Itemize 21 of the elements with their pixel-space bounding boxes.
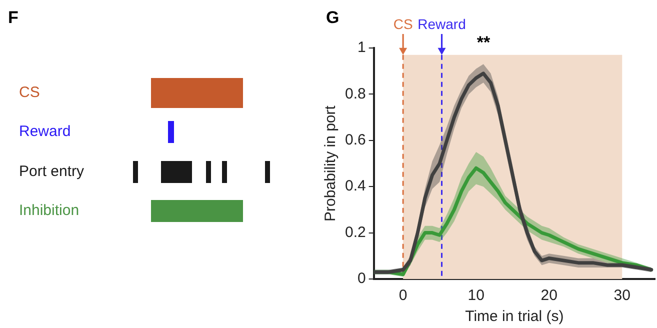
text: F: [8, 8, 18, 28]
y-tick-label: 0.2: [344, 224, 366, 241]
text: CS: [19, 84, 40, 101]
y-tick-label: 0.6: [344, 132, 366, 149]
x-tick-label: 10: [468, 287, 484, 304]
annotation: **: [476, 33, 490, 52]
text: Port entry: [19, 163, 84, 180]
y-tick-label: 0: [358, 270, 366, 288]
y-axis-title: Probability in port: [322, 104, 340, 222]
x-tick-label: 0: [398, 287, 408, 304]
y-tick-label: 0.8: [344, 85, 366, 102]
ref-line-label: Reward: [418, 16, 466, 32]
ref-line-label: CS: [393, 16, 413, 32]
y-tick-label: 0.4: [344, 178, 366, 195]
chart-title: G: [326, 8, 340, 28]
x-tick-label: 20: [540, 287, 558, 304]
text: Reward: [19, 123, 71, 140]
x-axis-title: Time in trial (s): [465, 308, 564, 326]
text: Inhibition: [19, 202, 80, 219]
x-tick-label: 30: [614, 287, 630, 304]
y-tick-label: 1: [358, 39, 366, 56]
